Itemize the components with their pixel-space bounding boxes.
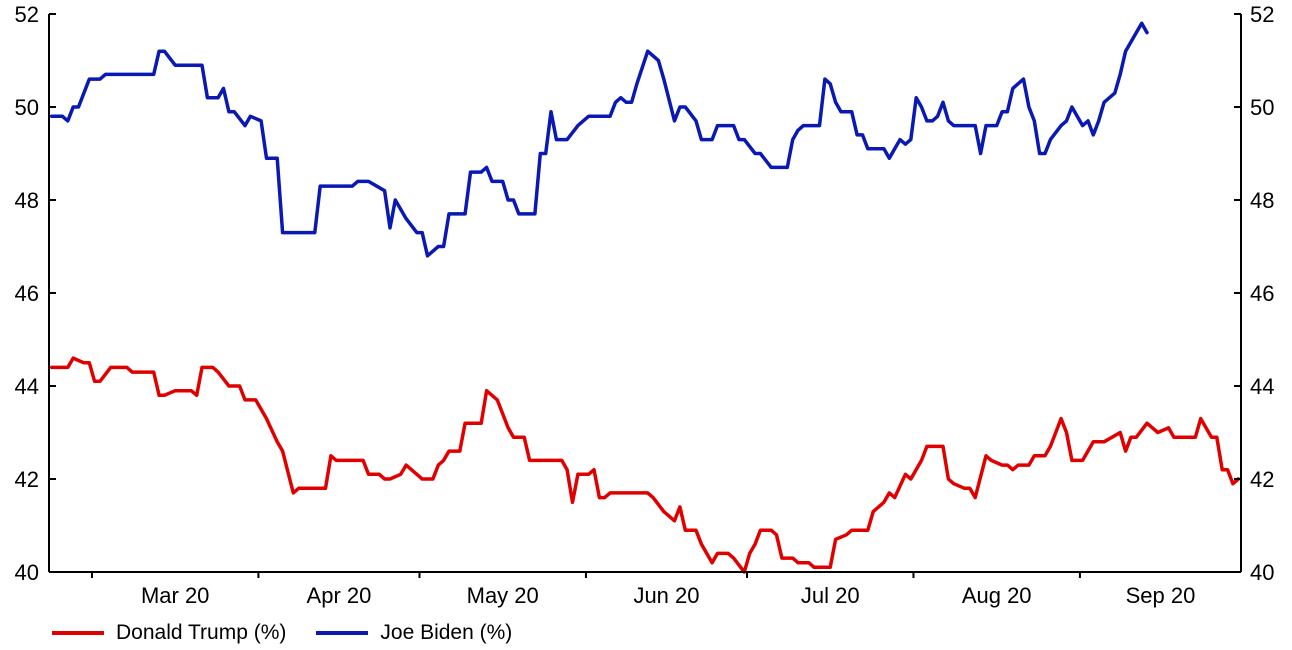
y-tick-label-right: 50 bbox=[1250, 95, 1274, 120]
y-tick-label-right: 42 bbox=[1250, 467, 1274, 492]
legend-label-biden: Joe Biden (%) bbox=[380, 621, 513, 644]
y-tick-label-right: 46 bbox=[1250, 281, 1274, 306]
series-layer bbox=[49, 21, 1241, 574]
legend-swatch-trump bbox=[52, 631, 104, 635]
x-tick-label: Mar 20 bbox=[141, 583, 209, 608]
y-tick-label-left: 44 bbox=[15, 374, 39, 399]
x-tick-label: Aug 20 bbox=[962, 583, 1032, 608]
axes-layer: 40 40 42 42 44 44 46 46 48 48 50 50 52 52 Mar 20 Apr 20… bbox=[15, 2, 1275, 608]
series-line-1 bbox=[49, 21, 1149, 258]
y-tick-label-left: 52 bbox=[15, 2, 39, 27]
y-tick-label-left: 48 bbox=[15, 188, 39, 213]
y-tick-label-right: 52 bbox=[1250, 2, 1274, 27]
x-tick-label: Sep 20 bbox=[1126, 583, 1196, 608]
chart-legend: Donald Trump (%) Joe Biden (%) bbox=[52, 618, 542, 648]
x-tick-label: May 20 bbox=[467, 583, 539, 608]
x-tick-label: Jun 20 bbox=[633, 583, 699, 608]
y-tick-label-right: 48 bbox=[1250, 188, 1274, 213]
y-tick-label-right: 44 bbox=[1250, 374, 1274, 399]
y-tick-label-left: 46 bbox=[15, 281, 39, 306]
y-tick-label-left: 40 bbox=[15, 560, 39, 585]
x-tick-label: Apr 20 bbox=[307, 583, 372, 608]
legend-item-biden: Joe Biden (%) bbox=[316, 621, 512, 645]
legend-label-trump: Donald Trump (%) bbox=[116, 621, 287, 644]
legend-item-trump: Donald Trump (%) bbox=[52, 621, 286, 645]
y-tick-label-right: 40 bbox=[1250, 560, 1274, 585]
y-tick-label-left: 42 bbox=[15, 467, 39, 492]
y-tick-label-left: 50 bbox=[15, 95, 39, 120]
legend-swatch-biden bbox=[316, 631, 369, 635]
x-tick-label: Jul 20 bbox=[801, 583, 860, 608]
series-line-0 bbox=[49, 356, 1241, 574]
